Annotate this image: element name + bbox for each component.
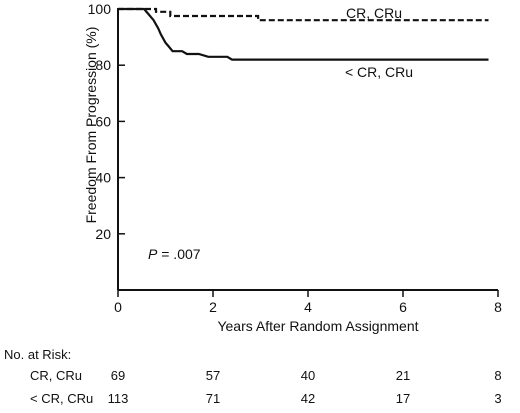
y-tick-label: 40 [95, 170, 111, 186]
x-tick-label: 8 [494, 299, 502, 315]
y-tick-label: 20 [95, 226, 111, 242]
risk-value: 57 [205, 368, 221, 383]
risk-value: 8 [494, 368, 502, 383]
y-tick-label: 80 [95, 57, 111, 73]
risk-row-label-less-than-cr-cru: < CR, CRu [30, 391, 94, 406]
p-value-annotation: P = .007 [148, 246, 201, 262]
risk-value: 3 [494, 391, 502, 406]
risk-value: 69 [110, 368, 126, 383]
x-axis-title: Years After Random Assignment [217, 318, 418, 334]
series-line-1 [118, 7, 489, 61]
p-value-text: = .007 [157, 246, 200, 262]
risk-value: 40 [300, 368, 316, 383]
risk-value: 17 [395, 391, 411, 406]
y-axis-title: Freedom From Progression (%) [83, 27, 99, 224]
risk-value: 42 [300, 391, 316, 406]
x-ticks: 0 2 4 6 8 [114, 290, 502, 315]
series-label-less-than-cr-cru: < CR, CRu [345, 64, 413, 80]
series-label-cr-cru: CR, CRu [346, 5, 402, 21]
x-tick-label: 2 [209, 299, 217, 315]
risk-row-label-cr-cru: CR, CRu [30, 368, 83, 383]
series-line-0 [118, 7, 489, 22]
risk-table-heading: No. at Risk: [4, 347, 72, 362]
risk-value: 113 [107, 391, 129, 406]
y-tick-label: 100 [88, 1, 112, 17]
x-tick-label: 4 [304, 299, 312, 315]
risk-value: 21 [395, 368, 411, 383]
y-tick-label: 60 [95, 113, 111, 129]
x-tick-label: 6 [399, 299, 407, 315]
p-value-symbol: P [148, 246, 158, 262]
y-ticks: 20 40 60 80 100 [88, 1, 125, 242]
survival-curves [118, 7, 489, 61]
risk-value: 71 [205, 391, 221, 406]
x-tick-label: 0 [114, 299, 122, 315]
